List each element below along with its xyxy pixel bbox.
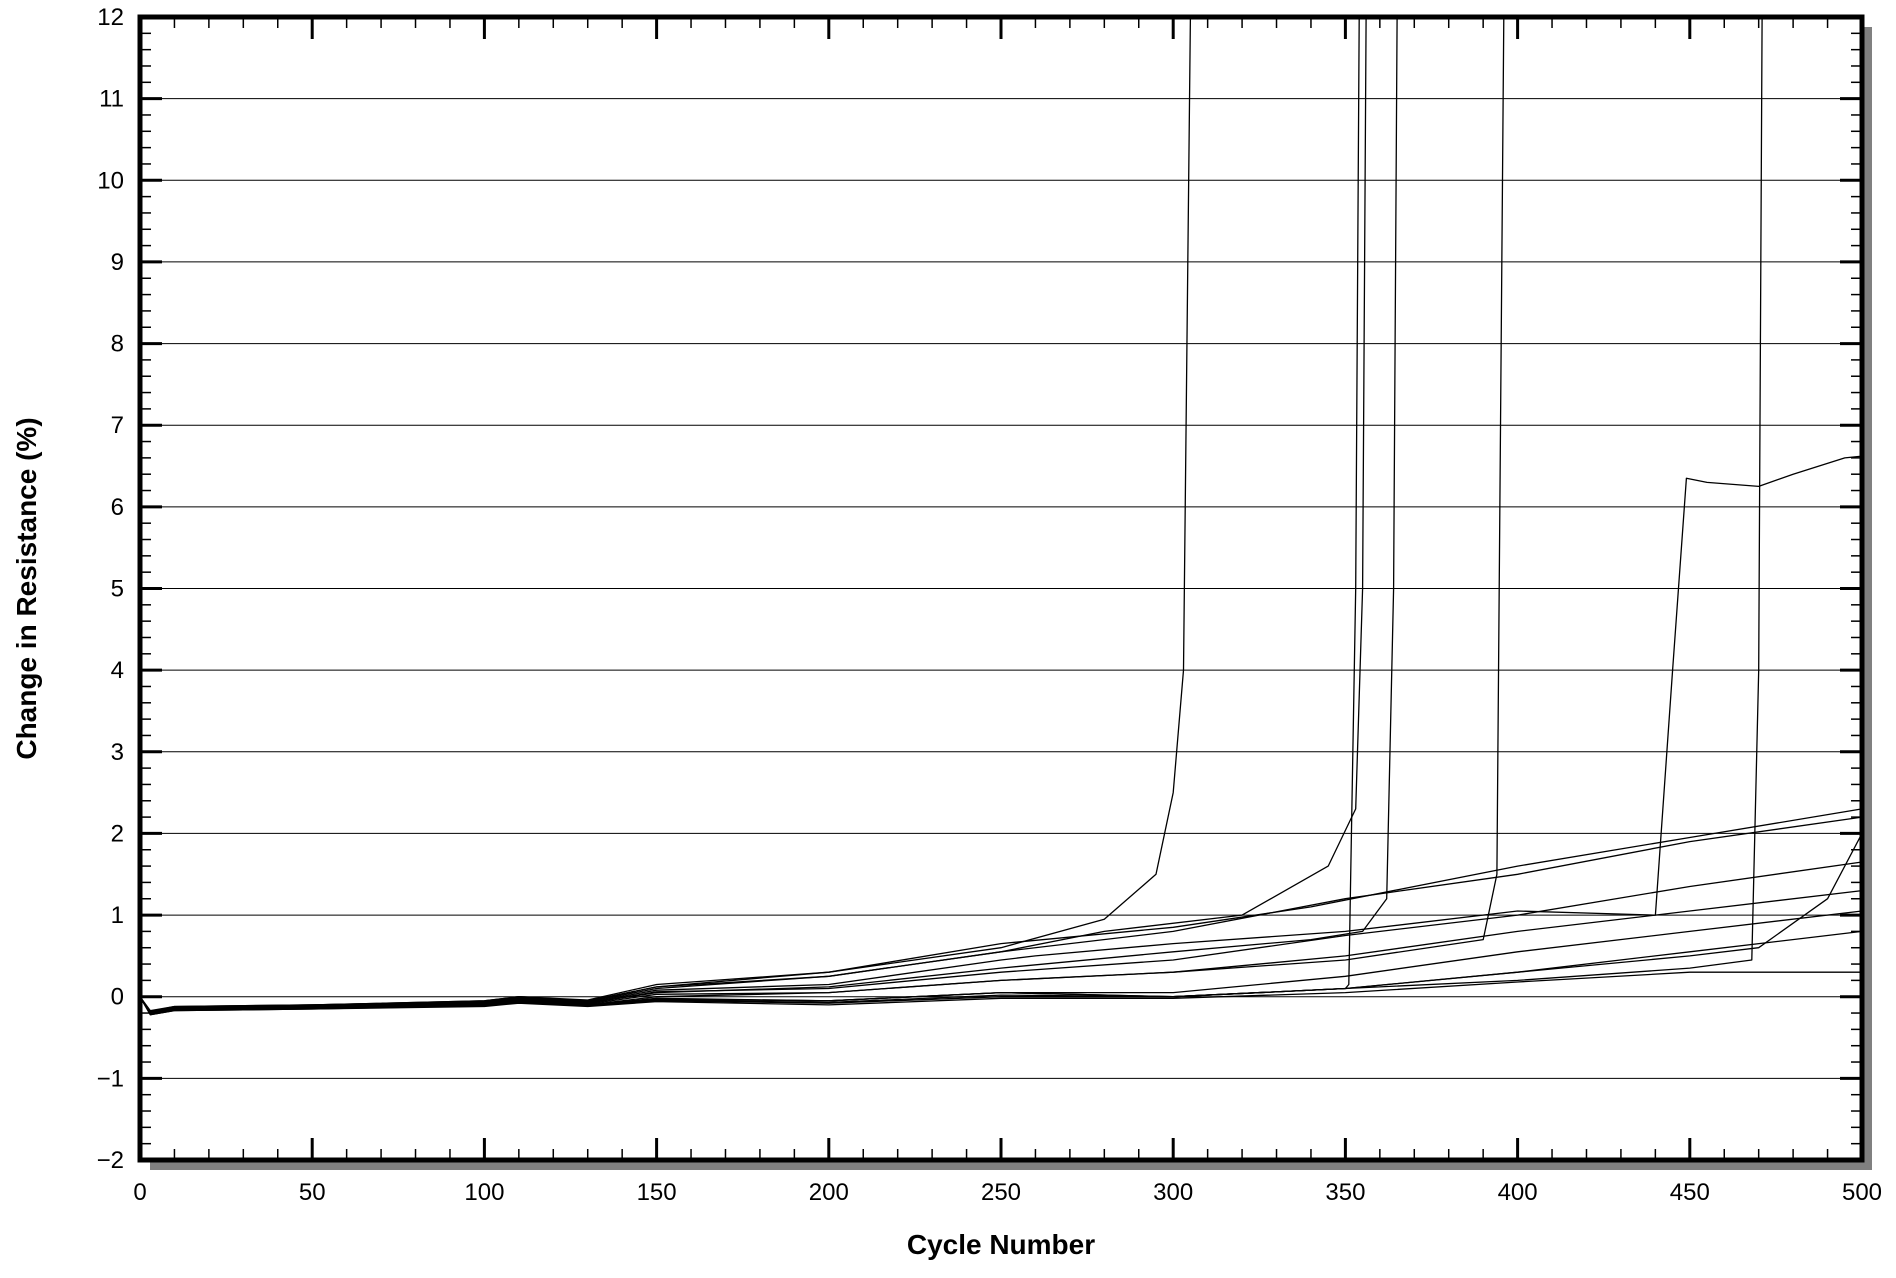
y-tick-label: −1 <box>97 1065 124 1092</box>
x-tick-label: 150 <box>637 1179 677 1206</box>
y-tick-label: 9 <box>111 249 124 276</box>
y-tick-label: 8 <box>111 331 124 358</box>
plot-frame <box>137 14 1865 1163</box>
x-tick-label: 50 <box>299 1179 326 1206</box>
y-tick-label: 6 <box>111 494 124 521</box>
y-tick-label: 0 <box>111 984 124 1011</box>
y-tick-label: 10 <box>97 167 124 194</box>
y-tick-label: 5 <box>111 576 124 603</box>
x-tick-label: 250 <box>981 1179 1021 1206</box>
y-tick-label: 12 <box>97 4 124 31</box>
x-tick-label: 0 <box>133 1179 146 1206</box>
grid-lines <box>140 16 1862 1161</box>
y-tick-label: 7 <box>111 412 124 439</box>
x-tick-label: 100 <box>464 1179 504 1206</box>
series-line-8 <box>139 808 1863 1012</box>
series-line-11 <box>139 889 1863 1014</box>
x-tick-labels: 0 50 100 150 200 250 300 350 400 450 500 <box>133 1179 1882 1206</box>
y-tick-label: 1 <box>111 902 124 929</box>
series-group <box>139 16 1863 1016</box>
y-tick-label: 11 <box>99 86 124 113</box>
x-tick-label: 200 <box>809 1179 849 1206</box>
x-tick-label: 500 <box>1842 1179 1882 1206</box>
series-line-15 <box>139 833 1863 1015</box>
y-axis-title: Change in Resistance (%) <box>11 417 42 759</box>
series-line-10 <box>139 861 1863 1013</box>
x-tick-label: 300 <box>1153 1179 1193 1206</box>
series-line-9 <box>139 816 1863 1013</box>
x-axis-title: Cycle Number <box>907 1229 1095 1260</box>
x-tick-label: 400 <box>1498 1179 1538 1206</box>
y-tick-label: 3 <box>111 739 124 766</box>
series-line-14 <box>139 971 1862 1016</box>
y-tick-label: −2 <box>97 1147 124 1174</box>
x-tick-label: 450 <box>1670 1179 1710 1206</box>
x-tick-label: 350 <box>1325 1179 1365 1206</box>
y-tick-label: 4 <box>111 657 124 684</box>
y-tick-label: 2 <box>111 820 124 847</box>
